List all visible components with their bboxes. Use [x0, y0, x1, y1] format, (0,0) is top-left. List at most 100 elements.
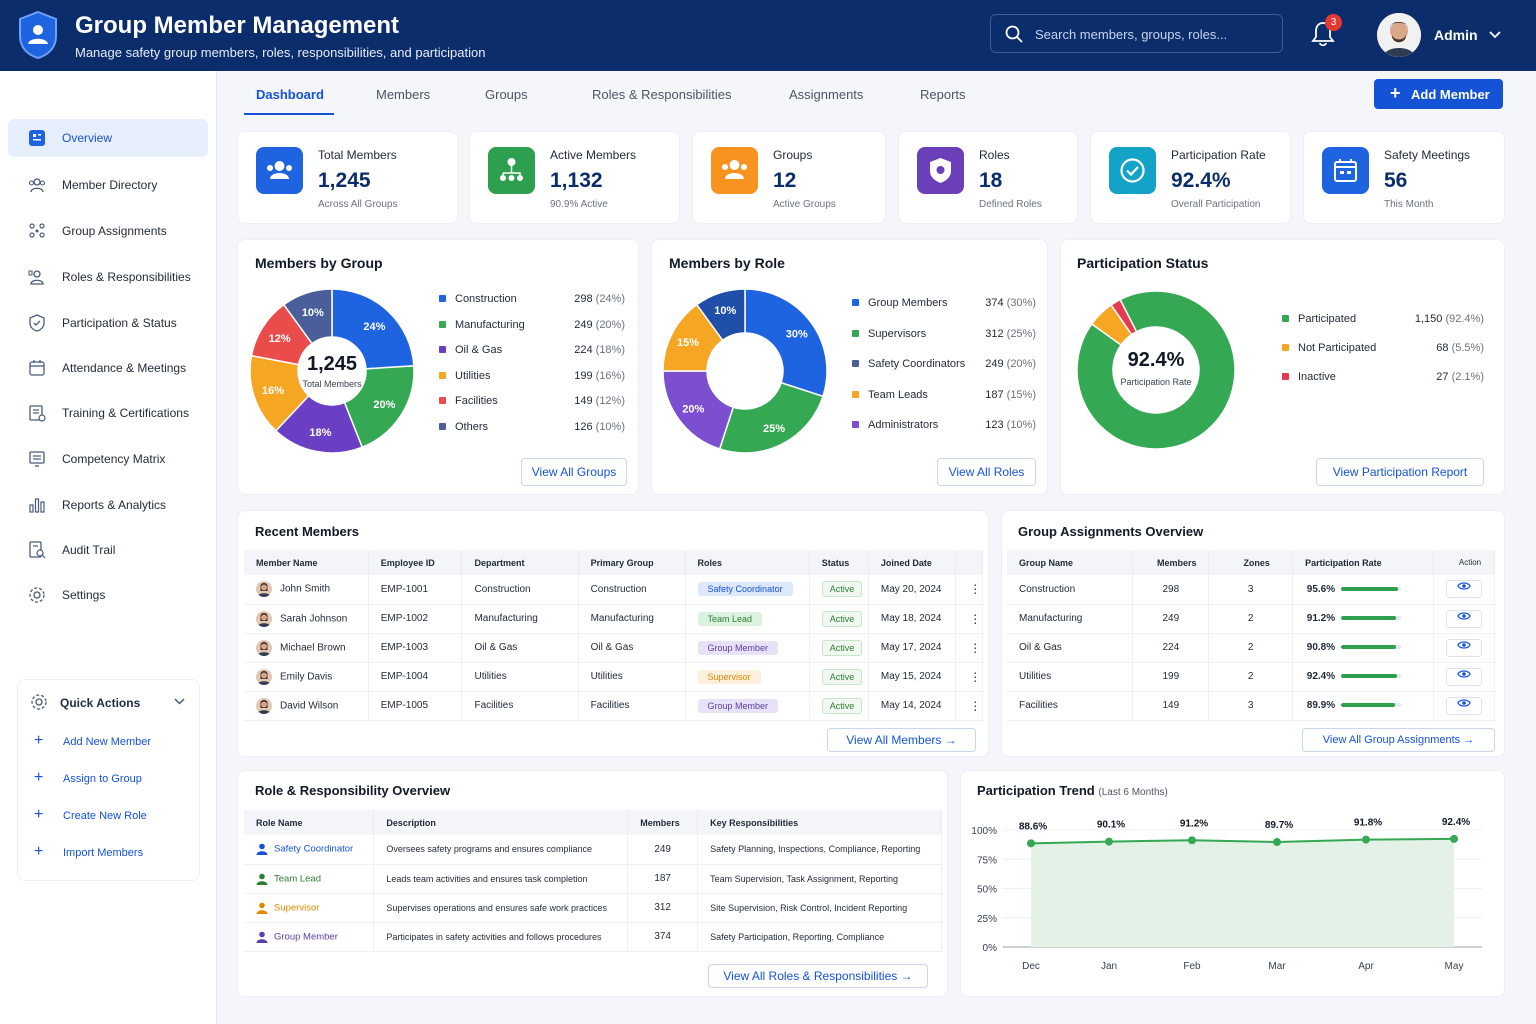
table-row[interactable]: Group Member Participates in safety activ…	[244, 922, 942, 952]
status-badge: Active	[821, 610, 863, 627]
kpi-safety-meetings: Safety Meetings 56 This Month	[1303, 131, 1505, 224]
sidebar-item-participation[interactable]: Participation & Status	[8, 304, 208, 342]
members-by-role-donut: 30% 25% 20% 15% 10%	[663, 288, 828, 454]
table-row[interactable]: Sarah Johnson EMP-1002 Manufacturing Manufa…	[244, 604, 983, 634]
tab-members[interactable]: Members	[376, 87, 431, 102]
column-header: Primary Group	[578, 550, 686, 575]
responsibilities-cell: Team Supervision, Task Assignment, Repor…	[697, 864, 942, 894]
tab-bar: Dashboard Members Groups Roles & Respons…	[217, 71, 1536, 116]
table-row[interactable]: Oil & Gas 224 2 90.8%	[1007, 633, 1495, 663]
add-member-button[interactable]: + Add Member	[1374, 79, 1503, 109]
legend-swatch	[852, 421, 859, 429]
sidebar-item-group-assignments[interactable]: Group Assignments	[8, 212, 208, 250]
kpi-value: 1,132	[550, 169, 603, 192]
table-row[interactable]: Michael Brown EMP-1003 Oil & Gas Oil & Gas G…	[244, 633, 983, 663]
search-input[interactable]	[1035, 24, 1270, 44]
more-options-icon[interactable]: ⋮	[955, 691, 983, 721]
data-label: 89.7%	[1265, 820, 1293, 831]
group-donut-slice	[343, 365, 415, 449]
legend-label: Utilities	[455, 369, 491, 382]
tab-assignments[interactable]: Assignments	[789, 87, 864, 102]
sidebar-item-settings[interactable]: Settings	[8, 576, 208, 614]
avatar[interactable]	[1377, 13, 1421, 57]
donut-center-value: 92.4%	[1127, 349, 1185, 371]
legend-value: 224 (18%)	[574, 344, 625, 357]
view-eye-icon[interactable]	[1446, 696, 1483, 715]
group-donut-slice-label: 10%	[302, 307, 324, 319]
roles-overview-card: Role & Responsibility Overview Role Name…	[237, 770, 948, 997]
group-donut-slice	[331, 288, 415, 370]
view-all-members-button[interactable]: View All Members →	[827, 728, 976, 752]
member-name-cell: Michael Brown	[244, 633, 369, 663]
avatar	[256, 668, 272, 685]
tab-roles[interactable]: Roles & Responsibilities	[592, 87, 732, 102]
view-participation-report-button[interactable]: View Participation Report	[1316, 458, 1484, 486]
sidebar-item-reports[interactable]: Reports & Analytics	[8, 486, 208, 524]
table-row[interactable]: John Smith EMP-1001 Construction Constructi…	[244, 575, 983, 605]
more-options-icon[interactable]: ⋮	[955, 633, 983, 663]
sidebar-item-overview[interactable]: Overview	[8, 119, 208, 157]
sidebar-item-roles[interactable]: Roles & Responsibilities	[8, 258, 208, 296]
chevron-down-icon[interactable]	[174, 698, 185, 705]
column-header: Joined Date	[868, 550, 957, 575]
x-tick-label: Dec	[1022, 961, 1040, 972]
legend-label: Construction	[455, 293, 517, 305]
trend-area	[1031, 838, 1454, 947]
role-name-cell: Supervisor	[244, 893, 375, 923]
kpi-label: Groups	[773, 148, 813, 162]
tab-reports[interactable]: Reports	[920, 87, 966, 102]
tab-groups[interactable]: Groups	[485, 87, 528, 102]
table-row[interactable]: David Wilson EMP-1005 Facilities Facilities…	[244, 691, 983, 721]
legend-label: Others	[455, 421, 489, 433]
table-row[interactable]: Emily Davis EMP-1004 Utilities Utilities Sup…	[244, 662, 983, 692]
table-row[interactable]: Manufacturing 249 2 91.2%	[1007, 604, 1495, 634]
member-name-cell: John Smith	[244, 575, 369, 605]
more-options-icon[interactable]: ⋮	[955, 575, 983, 605]
kpi-label: Participation Rate	[1171, 148, 1266, 162]
sidebar-item-audit[interactable]: Audit Trail	[8, 531, 208, 569]
kpi-participation-rate: Participation Rate 92.4% Overall Partici…	[1090, 131, 1291, 224]
sidebar-item-competency[interactable]: Competency Matrix	[8, 440, 208, 478]
tab-dashboard[interactable]: Dashboard	[256, 87, 324, 102]
legend-swatch	[439, 397, 446, 405]
sidebar-item-training[interactable]: Training & Certifications	[8, 394, 208, 432]
view-eye-icon[interactable]	[1446, 609, 1483, 628]
user-name[interactable]: Admin	[1434, 27, 1478, 43]
table-row[interactable]: Safety Coordinator Oversees safety progra…	[244, 835, 942, 865]
role-donut-slice	[744, 288, 828, 398]
sidebar-item-member-directory[interactable]: Member Directory	[8, 166, 208, 204]
view-eye-icon[interactable]	[1446, 580, 1483, 599]
trend-point	[1450, 834, 1458, 843]
more-options-icon[interactable]: ⋮	[955, 604, 983, 634]
arrow-right-icon: →	[900, 969, 913, 983]
donut-center-label: Total Members	[302, 379, 362, 389]
x-tick-label: May	[1445, 961, 1464, 972]
table-row[interactable]: Team Lead Leads team activities and ensur…	[244, 864, 942, 894]
participation-cell: 91.2%	[1292, 604, 1435, 634]
table-row[interactable]: Facilities 149 3 89.9%	[1007, 691, 1495, 721]
view-eye-icon[interactable]	[1446, 638, 1483, 657]
view-all-roles-button[interactable]: View All Roles	[937, 458, 1036, 486]
legend-item: Participated 1,150 (92.4%)	[1282, 313, 1484, 327]
sidebar-item-attendance[interactable]: Attendance & Meetings	[8, 349, 208, 387]
kpi-label: Safety Meetings	[1384, 148, 1471, 162]
search-box[interactable]	[990, 14, 1283, 53]
role-cell: Group Member	[685, 691, 810, 721]
table-row[interactable]: Utilities 199 2 92.4%	[1007, 662, 1495, 692]
table-row[interactable]: Supervisor Supervises operations and ensu…	[244, 893, 942, 923]
employee-id-cell: EMP-1001	[368, 575, 463, 605]
view-all-group-assignments-button[interactable]: View All Group Assignments →	[1302, 728, 1495, 752]
zones-cell: 3	[1208, 691, 1294, 721]
chevron-down-icon[interactable]	[1489, 31, 1501, 39]
view-eye-icon[interactable]	[1446, 667, 1483, 686]
gear-icon	[31, 694, 47, 710]
legend-value: 149 (12%)	[574, 395, 625, 408]
view-all-groups-button[interactable]: View All Groups	[521, 458, 627, 486]
more-options-icon[interactable]: ⋮	[955, 662, 983, 692]
users-icon	[256, 147, 303, 194]
sidebar-item-label: Competency Matrix	[62, 452, 166, 466]
table-row[interactable]: Construction 298 3 95.6%	[1007, 575, 1495, 605]
view-all-roles-responsibilities-button[interactable]: View All Roles & Responsibilities →	[708, 964, 928, 988]
member-name-cell: Sarah Johnson	[244, 604, 369, 634]
kpi-label: Active Members	[550, 148, 637, 162]
